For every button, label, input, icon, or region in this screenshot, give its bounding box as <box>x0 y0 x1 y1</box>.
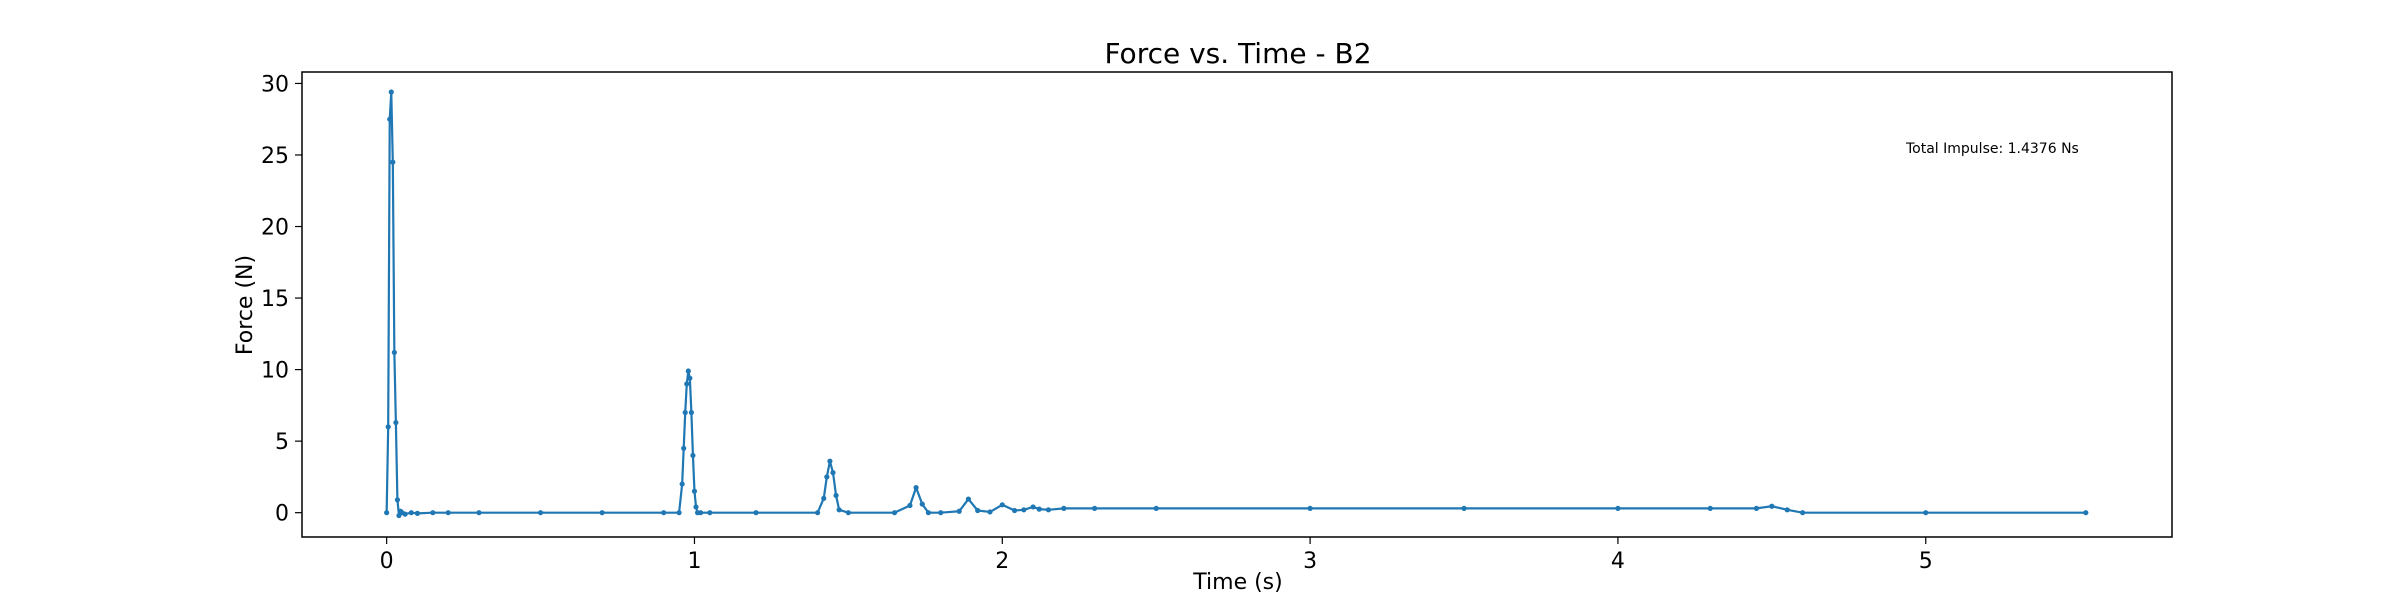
data-point <box>390 159 396 165</box>
data-point <box>1307 505 1313 511</box>
data-point <box>845 510 851 516</box>
y-tick-label: 10 <box>261 359 289 384</box>
data-point <box>676 510 682 516</box>
y-tick-label: 20 <box>261 216 289 241</box>
data-point <box>830 470 836 476</box>
data-point <box>599 510 605 516</box>
data-point <box>414 510 421 516</box>
data-point <box>913 485 919 491</box>
data-point <box>682 409 688 416</box>
y-tick-label: 30 <box>261 72 289 97</box>
data-point <box>691 488 698 494</box>
data-point <box>987 509 993 515</box>
data-point <box>402 511 408 517</box>
data-point <box>1461 505 1467 511</box>
x-tick-label: 3 <box>1303 549 1317 574</box>
data-point <box>408 510 414 516</box>
data-point <box>430 510 436 516</box>
data-point <box>1707 505 1713 511</box>
data-point <box>387 116 393 122</box>
data-point <box>1021 507 1027 513</box>
data-point <box>965 496 972 502</box>
data-point <box>938 510 944 516</box>
data-point <box>688 409 694 416</box>
y-tick-label: 25 <box>261 144 289 169</box>
data-point <box>907 502 913 509</box>
x-axis: 0 1 2 3 4 5 <box>380 537 1933 574</box>
data-point <box>1045 507 1052 513</box>
data-point <box>925 510 932 516</box>
data-point <box>824 474 830 480</box>
data-point <box>833 492 839 499</box>
data-point <box>1800 510 1806 516</box>
data-point <box>690 452 696 459</box>
data-point <box>1030 504 1036 510</box>
data-point <box>836 507 842 513</box>
data-point <box>681 445 687 451</box>
data-point <box>388 89 394 95</box>
data-point <box>445 510 451 516</box>
data-point <box>919 501 925 507</box>
x-tick-label: 1 <box>687 549 701 574</box>
data-point <box>2083 510 2089 516</box>
data-point <box>661 510 667 516</box>
data-point <box>391 349 397 356</box>
data-point <box>975 507 981 514</box>
y-axis: 0 5 10 15 20 25 30 <box>261 72 302 527</box>
data-point <box>999 502 1005 508</box>
data-point <box>1153 505 1159 511</box>
data-point <box>685 368 691 374</box>
x-tick-label: 0 <box>380 549 394 574</box>
chart-title: Force vs. Time - B2 <box>1104 37 1371 70</box>
data-point <box>1012 507 1018 514</box>
data-point <box>385 424 391 430</box>
data-point <box>687 375 693 381</box>
plot-area <box>301 71 2173 538</box>
data-point <box>394 497 401 503</box>
data-point <box>821 495 827 501</box>
data-point <box>693 504 699 510</box>
data-point <box>476 510 482 516</box>
x-axis-label: Time (s) <box>1192 570 1282 595</box>
data-point <box>1753 505 1760 511</box>
y-tick-label: 15 <box>261 287 289 312</box>
data-point <box>1769 503 1775 509</box>
x-tick-label: 5 <box>1919 549 1933 574</box>
data-point <box>1923 510 1929 516</box>
data-point <box>1784 507 1790 513</box>
total-impulse-annotation: Total Impulse: 1.4376 Ns <box>1905 141 2079 157</box>
data-point <box>1092 505 1098 511</box>
data-point <box>537 510 544 516</box>
data-point <box>891 510 898 516</box>
data-point <box>707 510 713 516</box>
data-point <box>384 510 390 516</box>
axes-frame <box>301 71 2173 538</box>
x-tick-label: 2 <box>995 549 1009 574</box>
y-axis-label: Force (N) <box>233 255 258 355</box>
x-tick-label: 4 <box>1611 549 1625 574</box>
data-point <box>1615 505 1621 511</box>
data-point <box>827 458 833 464</box>
data-point <box>679 481 685 487</box>
data-point <box>956 508 962 514</box>
y-tick-label: 0 <box>275 502 289 527</box>
data-point <box>815 510 821 516</box>
data-point <box>393 419 399 426</box>
y-tick-label: 5 <box>275 430 289 455</box>
data-point <box>1061 505 1067 511</box>
data-point <box>684 381 690 387</box>
series-layer <box>384 89 2089 519</box>
data-point <box>698 510 704 516</box>
data-point <box>1036 506 1042 512</box>
data-point <box>753 510 759 516</box>
